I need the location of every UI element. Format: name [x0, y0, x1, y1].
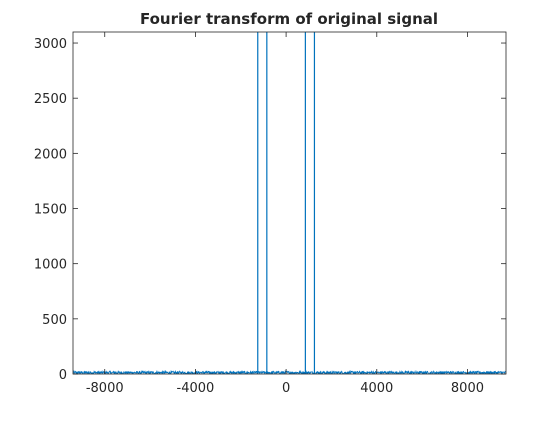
plot-area	[73, 32, 506, 374]
y-tick-label: 2500	[34, 92, 67, 107]
y-tick-label: 0	[59, 368, 67, 383]
axes: -8000 -4000 0 4000 8000 0 500 1000 1500 2000 2500 3…	[34, 31, 507, 396]
axes-box	[72, 31, 507, 375]
y-tick-label: 1500	[34, 203, 67, 218]
y-tick-label: 500	[42, 313, 67, 328]
y-tick-label: 3000	[34, 37, 67, 52]
x-tick-label: 0	[282, 381, 290, 396]
y-tick-label: 1000	[34, 258, 67, 273]
y-tick-label: 2000	[34, 147, 67, 162]
x-tick-label: 4000	[360, 381, 393, 396]
x-tick-label: -4000	[177, 381, 215, 396]
x-tick-label: -8000	[86, 381, 124, 396]
x-tick-label: 8000	[451, 381, 484, 396]
chart-title: Fourier transform of original signal	[140, 10, 438, 28]
